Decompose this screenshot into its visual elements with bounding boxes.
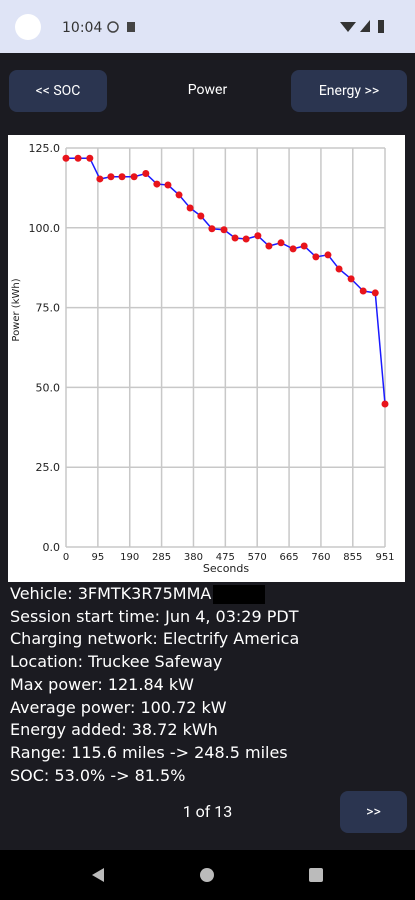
data-point <box>175 191 183 199</box>
info-line: Session start time: Jun 4, 03:29 PDT <box>10 606 299 626</box>
page-indicator: 1 of 13 <box>182 802 233 821</box>
data-point <box>347 275 355 283</box>
data-point <box>324 251 332 259</box>
info-line: Vehicle: 3FMTK3R75MMA <box>10 583 299 606</box>
wifi-icon <box>340 22 356 32</box>
info-line: Charging network: Electrify America <box>10 629 300 649</box>
info-line: Location: Truckee Safeway <box>10 652 223 672</box>
chart-background <box>8 135 405 582</box>
avatar <box>15 14 41 40</box>
data-point <box>277 239 285 247</box>
info-line: Range: 115.6 miles -> 248.5 miles <box>10 742 288 762</box>
next-page-button[interactable]: >> <box>340 791 407 833</box>
home-button[interactable] <box>200 868 214 882</box>
x-tick-label: 570 <box>248 552 267 563</box>
info-line: Max power: 121.84 kW <box>10 674 194 694</box>
data-point <box>371 289 379 297</box>
battery-icon <box>378 20 384 33</box>
status-bar: 10:04 <box>0 0 415 53</box>
status-icons: 10:04 <box>15 14 384 40</box>
signal-icon <box>360 20 370 32</box>
clock: 10:04 <box>62 20 102 36</box>
data-point <box>197 212 205 220</box>
status-icon <box>127 22 135 32</box>
info-line: SOC: 53.0% -> 81.5% <box>10 765 186 785</box>
data-point <box>74 154 82 162</box>
energy-button[interactable]: Energy >> <box>291 70 407 112</box>
data-point <box>62 154 70 162</box>
y-axis-label: Power (kWh) <box>11 278 22 341</box>
y-tick-label: 125.0 <box>29 142 61 155</box>
y-tick-label: 75.0 <box>36 302 61 315</box>
x-tick-label: 95 <box>91 552 104 563</box>
x-tick-label: 285 <box>152 552 171 563</box>
data-point <box>231 234 239 242</box>
data-point <box>335 265 343 273</box>
x-tick-label: 475 <box>216 552 235 563</box>
data-point <box>153 180 161 188</box>
data-point <box>130 173 138 181</box>
x-tick-label: 760 <box>311 552 330 563</box>
data-point <box>289 245 297 253</box>
info-line: Average power: 100.72 kW <box>10 697 227 717</box>
y-tick-label: 100.0 <box>29 222 61 235</box>
data-point <box>265 242 273 250</box>
y-tick-label: 25.0 <box>36 461 61 474</box>
data-point <box>186 204 194 212</box>
y-tick-label: 0.0 <box>43 541 61 554</box>
x-tick-label: 665 <box>280 552 299 563</box>
session-info: Vehicle: 3FMTK3R75MMA Session start time:… <box>10 583 299 787</box>
back-button[interactable] <box>92 868 104 882</box>
screen-title: Power <box>187 82 228 98</box>
data-point <box>96 175 104 183</box>
data-point <box>312 253 320 261</box>
x-tick-label: 951 <box>375 552 394 563</box>
x-tick-label: 380 <box>184 552 203 563</box>
x-tick-label: 0 <box>63 552 69 563</box>
data-point <box>142 170 150 178</box>
data-point <box>208 225 216 233</box>
x-axis-label: Seconds <box>203 562 249 575</box>
recents-button[interactable] <box>309 868 323 882</box>
data-point <box>86 154 94 162</box>
x-tick-label: 855 <box>343 552 362 563</box>
data-point <box>118 173 126 181</box>
data-point <box>359 287 367 295</box>
info-line: Energy added: 38.72 kWh <box>10 720 218 740</box>
data-point <box>300 242 308 250</box>
navigation-bar <box>0 850 415 900</box>
data-point <box>254 232 262 240</box>
y-tick-label: 50.0 <box>36 381 61 394</box>
data-point <box>242 235 250 243</box>
soc-button[interactable]: << SOC <box>9 70 107 112</box>
data-point <box>220 226 228 234</box>
data-point <box>107 173 115 181</box>
data-point <box>381 400 389 408</box>
status-icon <box>107 21 119 33</box>
x-tick-label: 190 <box>120 552 139 563</box>
power-chart: Seconds Power (kWh) 0.0 25.0 50.0 75.0 100.0… <box>8 135 405 582</box>
data-point <box>164 181 172 189</box>
redaction <box>213 585 266 604</box>
